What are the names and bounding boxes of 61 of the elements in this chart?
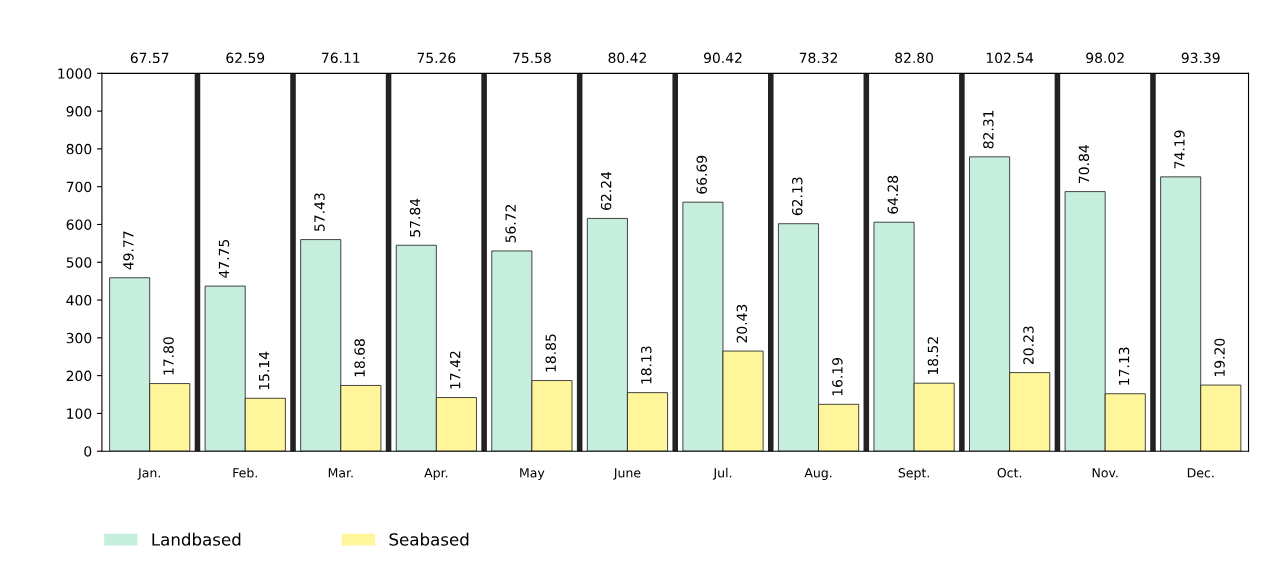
- annotation: 16.19: [832, 358, 843, 396]
- annotation: 19.20: [1214, 338, 1225, 376]
- annotation: 70.84: [1078, 145, 1090, 183]
- text: 90.42: [703, 52, 742, 64]
- annotation: 18.85: [545, 334, 556, 372]
- x-tick-label: Jan.: [137, 468, 160, 480]
- annotation: 20.43: [736, 304, 748, 343]
- x-tick-label: Dec.: [1187, 468, 1214, 478]
- annotation: 18.52: [927, 337, 939, 375]
- annotation: 17.80: [163, 337, 174, 375]
- annotation: 82.31: [983, 110, 994, 149]
- y-tick-label: 600: [66, 219, 92, 230]
- y-tick-label: 900: [66, 106, 92, 117]
- annotation: 20.23: [1023, 326, 1034, 365]
- annotation: 57.43: [314, 193, 325, 231]
- text: 78.32: [799, 52, 838, 64]
- text: 80.42: [608, 52, 646, 64]
- y-tick-label: 500: [66, 257, 92, 268]
- x-tick-label: Jul.: [712, 467, 732, 480]
- annotation: 49.77: [123, 231, 134, 270]
- y-tick-label: 400: [66, 295, 92, 306]
- text: 102.54: [986, 52, 1034, 64]
- annotation: 17.42: [449, 351, 461, 389]
- text: 98.02: [1086, 52, 1124, 64]
- text: 76.11: [322, 52, 360, 64]
- x-tick-label: Oct.: [997, 468, 1022, 478]
- y-tick-label: 700: [66, 181, 92, 193]
- text: 67.57: [130, 52, 169, 64]
- annotation: 18.68: [354, 339, 365, 377]
- x-tick-label: June: [613, 468, 641, 480]
- annotation: 62.13: [792, 177, 803, 216]
- annotation: 66.69: [696, 155, 707, 194]
- annotation: 18.13: [641, 346, 652, 384]
- annotation: 17.13: [1118, 347, 1130, 385]
- y-tick-label: 0: [84, 446, 92, 457]
- text: 75.58: [513, 52, 551, 64]
- text: 75.26: [417, 52, 456, 64]
- text: 62.59: [226, 52, 265, 64]
- x-tick-label: Aug.: [804, 468, 832, 480]
- y-tick-label: 200: [66, 370, 92, 382]
- x-tick-label: Nov.: [1092, 468, 1118, 478]
- y-tick-label: 300: [66, 332, 92, 344]
- annotation: 47.75: [218, 239, 230, 278]
- annotation: 64.28: [887, 175, 899, 214]
- x-tick-label: Sept.: [898, 468, 929, 480]
- y-tick-label: 1000: [58, 68, 92, 79]
- annotation: 62.24: [600, 171, 612, 210]
- legend-label: Landbased: [152, 532, 241, 546]
- legend-label: Seabased: [389, 532, 469, 546]
- annotation: 56.72: [505, 205, 516, 243]
- annotation: 15.14: [259, 351, 270, 390]
- annotation: 57.84: [409, 198, 421, 237]
- x-tick-label: May: [520, 468, 545, 480]
- annotation: 74.19: [1174, 130, 1185, 169]
- x-tick-label: Feb.: [233, 467, 257, 478]
- text: 93.39: [1181, 52, 1220, 64]
- y-tick-label: 800: [66, 143, 92, 155]
- text: 82.80: [895, 52, 934, 64]
- x-tick-label: Apr.: [424, 468, 448, 480]
- x-tick-label: Mar.: [328, 468, 353, 478]
- y-tick-label: 100: [67, 408, 92, 419]
